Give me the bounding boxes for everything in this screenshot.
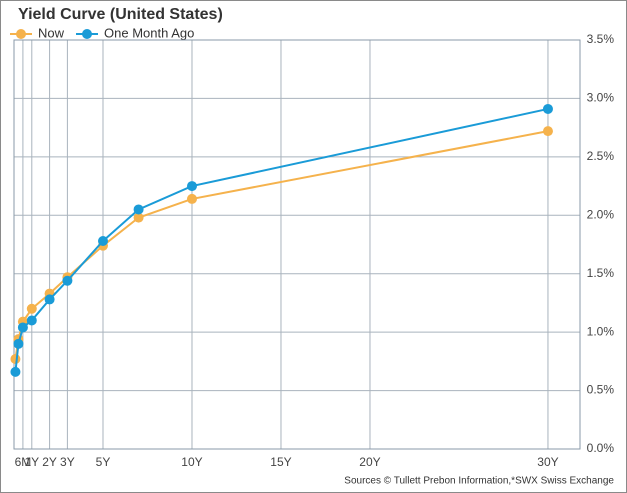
chart-title: Yield Curve (United States) xyxy=(18,6,223,23)
data-point xyxy=(186,193,197,204)
x-tick-label: 10Y xyxy=(181,455,202,469)
data-point xyxy=(44,294,55,305)
y-tick-label: 0.0% xyxy=(587,441,615,455)
x-tick-label: 6M xyxy=(15,455,32,469)
data-point xyxy=(26,303,37,314)
data-point xyxy=(17,322,28,333)
data-point xyxy=(542,126,553,137)
y-tick-label: 2.5% xyxy=(587,149,615,163)
y-tick-label: 0.5% xyxy=(587,383,615,397)
legend-swatch xyxy=(82,29,93,39)
source-note: Sources © Tullett Prebon Information,*SW… xyxy=(344,476,614,487)
x-tick-label: 2Y xyxy=(42,455,57,469)
x-tick-label: 20Y xyxy=(359,455,380,469)
data-point xyxy=(186,181,197,192)
x-tick-label: 15Y xyxy=(270,455,291,469)
data-point xyxy=(542,103,553,114)
y-tick-label: 1.5% xyxy=(587,266,615,280)
data-point xyxy=(10,354,21,365)
x-tick-label: 5Y xyxy=(96,455,111,469)
y-tick-label: 1.0% xyxy=(587,324,615,338)
data-point xyxy=(13,338,24,349)
plot-border xyxy=(13,39,581,450)
legend-label: Now xyxy=(38,25,65,40)
data-point xyxy=(26,315,37,326)
series-line xyxy=(14,107,549,372)
data-point xyxy=(133,212,144,223)
data-point xyxy=(133,204,144,215)
x-tick-label: 1Y xyxy=(24,455,39,469)
data-point xyxy=(10,366,21,377)
legend-swatch xyxy=(16,29,26,39)
y-tick-label: 2.0% xyxy=(587,207,615,221)
x-tick-label: 30Y xyxy=(537,455,558,469)
x-tick-label: 3Y xyxy=(60,455,75,469)
y-tick-label: 3.0% xyxy=(587,91,615,105)
data-point xyxy=(62,275,73,286)
y-tick-label: 3.5% xyxy=(587,32,615,46)
data-point xyxy=(97,235,108,246)
legend-label: One Month Ago xyxy=(104,25,194,40)
legend: Now One Month Ago xyxy=(10,25,194,40)
